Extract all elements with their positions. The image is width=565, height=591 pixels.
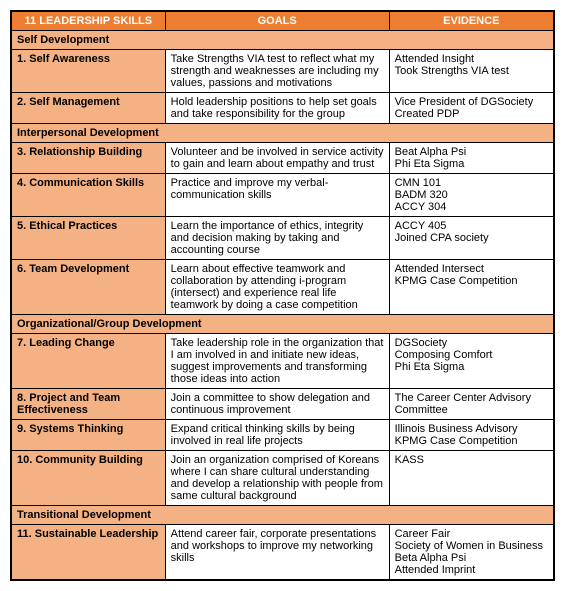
row-6-evidence: Attended IntersectKPMG Case Competition (389, 260, 554, 315)
row-4-evidence: CMN 101BADM 320ACCY 304 (389, 174, 554, 217)
row-3-skill: 3. Relationship Building (11, 143, 165, 174)
row-9-skill: 9. Systems Thinking (11, 420, 165, 451)
row-6-skill: 6. Team Development (11, 260, 165, 315)
row-10: 10. Community Building Join an organizat… (11, 451, 554, 506)
row-7-evidence: DGSocietyComposing ComfortPhi Eta Sigma (389, 334, 554, 389)
row-9-evidence: Illinois Business AdvisoryKPMG Case Comp… (389, 420, 554, 451)
section-interpersonal-dev: Interpersonal Development (11, 124, 554, 143)
row-10-skill: 10. Community Building (11, 451, 165, 506)
row-1-skill: 1. Self Awareness (11, 50, 165, 93)
row-1-evidence: Attended InsightTook Strengths VIA test (389, 50, 554, 93)
section-self-dev: Self Development (11, 31, 554, 50)
header-skills: 11 LEADERSHIP SKILLS (11, 11, 165, 31)
row-5-skill: 5. Ethical Practices (11, 217, 165, 260)
row-9-goals: Expand critical thinking skills by being… (165, 420, 389, 451)
row-3-evidence: Beat Alpha PsiPhi Eta Sigma (389, 143, 554, 174)
row-1: 1. Self Awareness Take Strengths VIA tes… (11, 50, 554, 93)
row-8: 8. Project and Team Effectiveness Join a… (11, 389, 554, 420)
section-org-dev: Organizational/Group Development (11, 315, 554, 334)
row-2-skill: 2. Self Management (11, 93, 165, 124)
row-10-goals: Join an organization comprised of Korean… (165, 451, 389, 506)
row-8-evidence: The Career Center Advisory Committee (389, 389, 554, 420)
row-11-skill: 11. Sustainable Leadership (11, 525, 165, 581)
row-4-skill: 4. Communication Skills (11, 174, 165, 217)
row-2-goals: Hold leadership positions to help set go… (165, 93, 389, 124)
section-transitional-dev-label: Transitional Development (11, 506, 554, 525)
row-5: 5. Ethical Practices Learn the importanc… (11, 217, 554, 260)
row-4: 4. Communication Skills Practice and imp… (11, 174, 554, 217)
row-7: 7. Leading Change Take leadership role i… (11, 334, 554, 389)
row-2: 2. Self Management Hold leadership posit… (11, 93, 554, 124)
row-8-skill: 8. Project and Team Effectiveness (11, 389, 165, 420)
header-evidence: EVIDENCE (389, 11, 554, 31)
row-8-goals: Join a committee to show delegation and … (165, 389, 389, 420)
section-org-dev-label: Organizational/Group Development (11, 315, 554, 334)
leadership-skills-table: 11 LEADERSHIP SKILLS GOALS EVIDENCE Self… (10, 10, 555, 581)
row-11-evidence: Career FairSociety of Women in BusinessB… (389, 525, 554, 581)
row-3-goals: Volunteer and be involved in service act… (165, 143, 389, 174)
row-5-evidence: ACCY 405Joined CPA society (389, 217, 554, 260)
row-9: 9. Systems Thinking Expand critical thin… (11, 420, 554, 451)
row-7-goals: Take leadership role in the organization… (165, 334, 389, 389)
section-self-dev-label: Self Development (11, 31, 554, 50)
section-interpersonal-dev-label: Interpersonal Development (11, 124, 554, 143)
row-7-skill: 7. Leading Change (11, 334, 165, 389)
row-4-goals: Practice and improve my verbal-communica… (165, 174, 389, 217)
row-11-goals: Attend career fair, corporate presentati… (165, 525, 389, 581)
row-2-evidence: Vice President of DGSocietyCreated PDP (389, 93, 554, 124)
row-11: 11. Sustainable Leadership Attend career… (11, 525, 554, 581)
row-3: 3. Relationship Building Volunteer and b… (11, 143, 554, 174)
row-5-goals: Learn the importance of ethics, integrit… (165, 217, 389, 260)
row-6-goals: Learn about effective teamwork and colla… (165, 260, 389, 315)
row-6: 6. Team Development Learn about effectiv… (11, 260, 554, 315)
header-row: 11 LEADERSHIP SKILLS GOALS EVIDENCE (11, 11, 554, 31)
header-goals: GOALS (165, 11, 389, 31)
section-transitional-dev: Transitional Development (11, 506, 554, 525)
row-10-evidence: KASS (389, 451, 554, 506)
row-1-goals: Take Strengths VIA test to reflect what … (165, 50, 389, 93)
